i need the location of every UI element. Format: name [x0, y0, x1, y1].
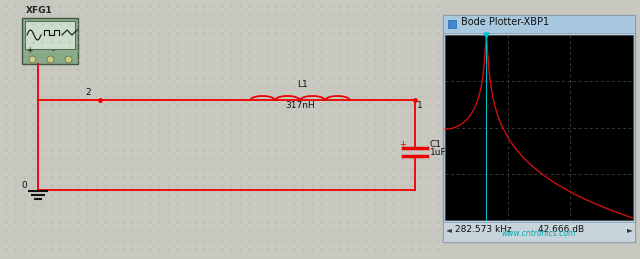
Text: C1: C1	[430, 140, 442, 149]
Text: 2: 2	[85, 88, 91, 97]
Text: Bode Plotter-XBP1: Bode Plotter-XBP1	[461, 17, 549, 27]
Text: www.cntronics.com: www.cntronics.com	[502, 229, 576, 238]
Text: ◄: ◄	[446, 225, 452, 234]
Bar	[22, 18, 78, 64]
Text: 282.573 kHz: 282.573 kHz	[455, 225, 512, 234]
Bar	[443, 15, 635, 33]
Text: 317nH: 317nH	[285, 101, 315, 110]
Bar	[445, 35, 633, 220]
Text: L1: L1	[296, 80, 307, 89]
Text: +: +	[26, 46, 33, 55]
Text: 1: 1	[417, 101, 423, 110]
Text: -: -	[52, 46, 55, 55]
Text: 0: 0	[21, 181, 27, 190]
Bar	[443, 15, 635, 242]
Text: ►: ►	[627, 225, 633, 234]
Text: 1uF: 1uF	[430, 148, 447, 157]
Text: XFG1: XFG1	[26, 6, 52, 15]
Bar	[443, 222, 635, 242]
Text: +: +	[399, 140, 406, 149]
Bar	[25, 21, 75, 49]
Text: 42.666 dB: 42.666 dB	[538, 225, 584, 234]
